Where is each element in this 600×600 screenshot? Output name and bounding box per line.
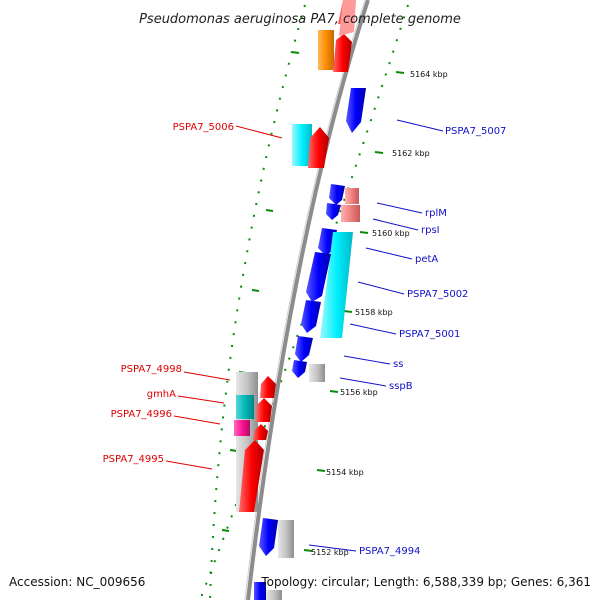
gene-label-rplM[interactable]: rplM <box>425 208 447 219</box>
gene-blue-reverse <box>329 184 345 205</box>
gene-red-arrow <box>253 424 268 440</box>
gene-label-PSPA7_5002[interactable]: PSPA7_5002 <box>407 289 468 300</box>
kbp-label: 5164 kbp <box>410 70 448 79</box>
gene-label-PSPA7_4996[interactable]: PSPA7_4996 <box>111 409 172 420</box>
gene-red-arrow <box>308 127 329 168</box>
gene-label-PSPA7_5006[interactable]: PSPA7_5006 <box>173 122 234 133</box>
topology-text: Topology: circular; Length: 6,588,339 bp… <box>260 575 591 589</box>
right-leader-lines <box>308 119 444 552</box>
kbp-label: 5154 kbp <box>326 468 364 477</box>
gene-gray-partial <box>266 590 282 600</box>
accession-text: Accession: NC_009656 <box>9 575 145 589</box>
gene-label-sspB[interactable]: sspB <box>389 381 413 392</box>
kbp-label: 5160 kbp <box>372 229 410 238</box>
gene-blue-reverse <box>292 360 307 378</box>
gene-red-arrow <box>256 398 272 422</box>
gene-gray <box>309 364 325 382</box>
map-title: Pseudomonas aeruginosa PA7, complete gen… <box>139 12 461 27</box>
gene-blue-reverse <box>295 336 313 362</box>
gene-teal <box>236 395 254 419</box>
kbp-label: 5156 kbp <box>340 388 378 397</box>
gene-pink <box>341 205 360 222</box>
gene-red-arrow <box>260 376 276 398</box>
gene-label-gmhA[interactable]: gmhA <box>147 389 176 400</box>
gene-orange <box>318 30 334 70</box>
outer-tick-track <box>199 4 409 600</box>
gene-red-arrow <box>333 34 352 72</box>
kbp-label: 5162 kbp <box>392 149 430 158</box>
gene-label-petA[interactable]: petA <box>415 254 438 265</box>
gene-cyan-large <box>320 232 353 338</box>
kbp-label: 5152 kbp <box>311 548 349 557</box>
genome-backbone-highlight <box>244 0 366 600</box>
gene-features <box>234 0 366 600</box>
gene-label-rpsI[interactable]: rpsI <box>421 225 440 236</box>
gene-cyan <box>292 124 312 166</box>
gene-label-PSPA7_5001[interactable]: PSPA7_5001 <box>399 329 460 340</box>
gene-label-PSPA7_4995[interactable]: PSPA7_4995 <box>103 454 164 465</box>
gene-blue-reverse <box>306 252 331 302</box>
gene-label-PSPA7_5007[interactable]: PSPA7_5007 <box>445 126 506 137</box>
gene-blue-partial <box>254 582 266 600</box>
gene-blue-reverse <box>346 88 366 133</box>
gene-label-PSPA7_4994[interactable]: PSPA7_4994 <box>359 546 420 557</box>
gene-red-arrow <box>339 0 356 36</box>
gene-magenta <box>234 420 250 436</box>
gene-pink <box>345 188 359 204</box>
gene-red-arrow <box>239 440 264 512</box>
gene-blue-reverse <box>259 518 278 556</box>
gene-gray <box>278 520 294 558</box>
gene-label-ss[interactable]: ss <box>393 359 403 370</box>
gene-blue-reverse <box>326 203 341 220</box>
kbp-label: 5158 kbp <box>355 308 393 317</box>
gene-blue-reverse <box>301 300 321 333</box>
left-leader-lines <box>165 125 283 470</box>
gene-label-PSPA7_4998[interactable]: PSPA7_4998 <box>121 364 182 375</box>
genome-backbone <box>246 0 370 600</box>
inner-tick-track <box>209 4 306 600</box>
